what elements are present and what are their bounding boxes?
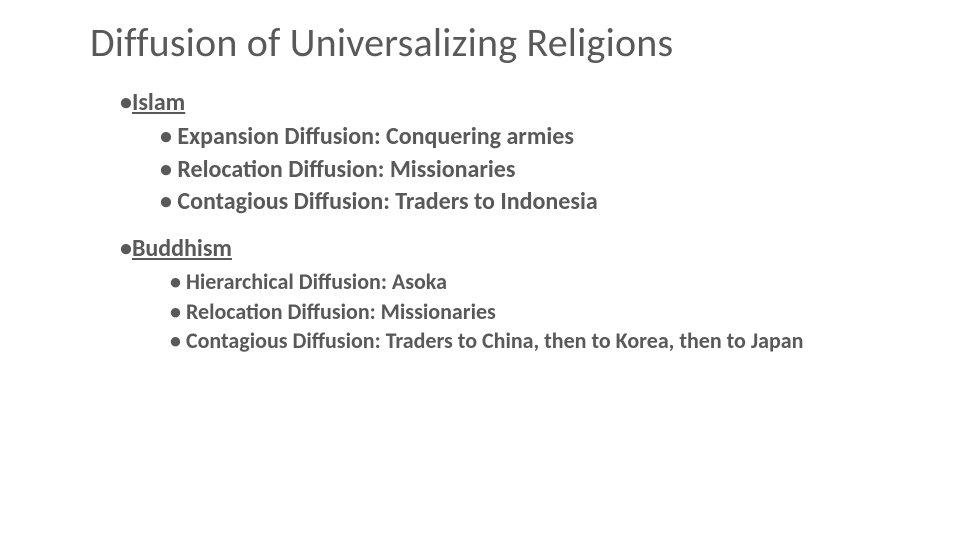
section-header: Buddhism	[120, 233, 920, 265]
section-islam: Islam Expansion Diffusion: Conquering ar…	[90, 87, 920, 219]
list-item: Hierarchical Diffusion: Asoka	[170, 267, 920, 297]
slide: Diffusion of Universalizing Religions Is…	[0, 0, 960, 540]
section-header: Islam	[120, 87, 920, 119]
list-item: Relocation Diffusion: Missionaries	[160, 154, 920, 186]
section-buddhism: Buddhism Hierarchical Diffusion: Asoka R…	[90, 233, 920, 356]
list-item: Contagious Diffusion: Traders to China, …	[170, 326, 920, 356]
sub-list: Hierarchical Diffusion: Asoka Relocation…	[170, 267, 920, 356]
list-item: Expansion Diffusion: Conquering armies	[160, 121, 920, 153]
list-item: Relocation Diffusion: Missionaries	[170, 297, 920, 327]
list-item: Contagious Diffusion: Traders to Indones…	[160, 186, 920, 218]
sub-list: Expansion Diffusion: Conquering armies R…	[160, 121, 920, 218]
page-title: Diffusion of Universalizing Religions	[90, 18, 920, 67]
